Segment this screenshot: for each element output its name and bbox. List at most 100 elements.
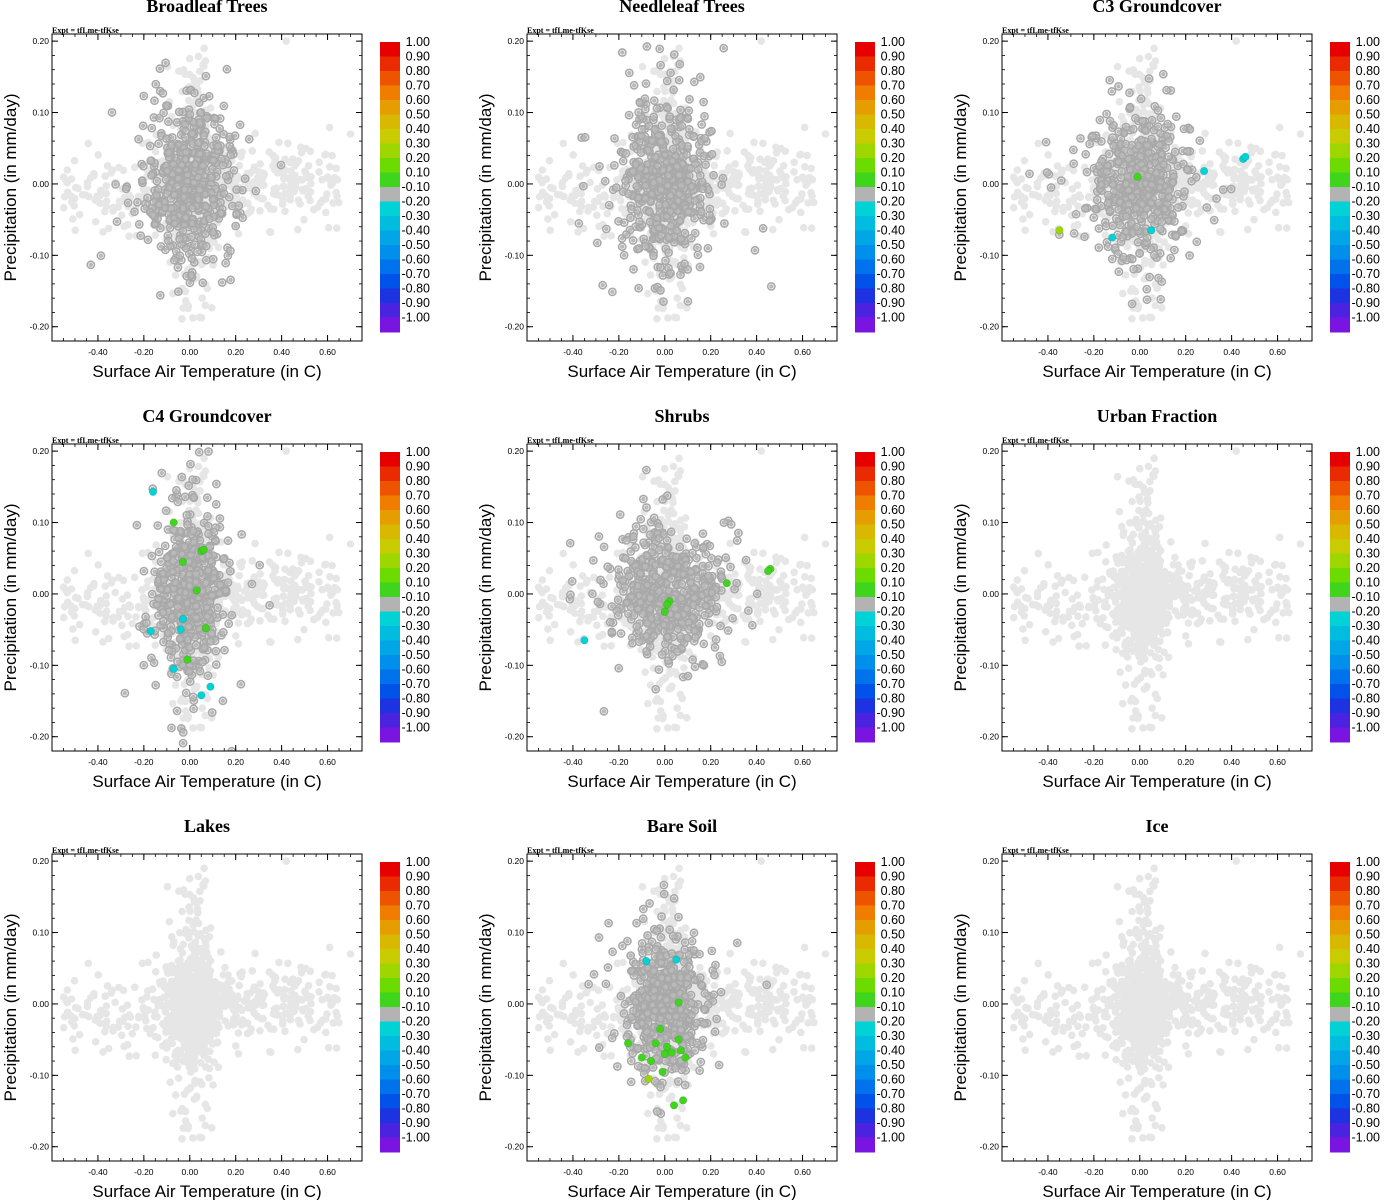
data-point xyxy=(326,163,334,171)
data-point xyxy=(633,172,643,182)
colorbar-label: -0.40 xyxy=(402,224,431,238)
data-point xyxy=(667,114,672,119)
data-point xyxy=(63,166,72,174)
data-point xyxy=(154,193,159,198)
data-point xyxy=(671,87,676,93)
data-point xyxy=(162,166,172,176)
data-point xyxy=(610,289,615,295)
data-point xyxy=(231,168,237,173)
data-point xyxy=(134,134,143,144)
data-point xyxy=(675,113,685,123)
data-point xyxy=(666,191,675,200)
data-point xyxy=(183,170,193,180)
data-point xyxy=(197,100,202,105)
data-point xyxy=(666,124,676,134)
data-point xyxy=(699,97,708,107)
colorbar-bin xyxy=(380,158,400,173)
data-point xyxy=(592,238,602,248)
data-point xyxy=(677,173,682,178)
data-point xyxy=(201,241,211,251)
data-point xyxy=(194,52,203,61)
data-point xyxy=(181,195,187,200)
data-point xyxy=(668,126,674,131)
data-point xyxy=(147,170,156,180)
data-point xyxy=(720,176,726,181)
data-point xyxy=(755,165,764,174)
data-point xyxy=(181,213,190,222)
data-point xyxy=(193,85,202,93)
expt-label: Expt = tfLme-tfKse xyxy=(527,26,594,35)
data-point xyxy=(163,117,173,127)
data-point xyxy=(201,71,211,81)
data-point xyxy=(199,60,207,69)
data-point xyxy=(212,122,217,127)
data-point xyxy=(195,313,204,322)
data-point xyxy=(535,192,544,201)
data-point xyxy=(269,162,277,170)
data-point xyxy=(676,280,685,289)
colorbar-bin xyxy=(380,245,400,260)
data-point xyxy=(798,190,806,198)
data-point xyxy=(732,194,740,203)
data-point xyxy=(160,91,166,96)
colorbar-label: -0.30 xyxy=(402,209,431,223)
data-point xyxy=(666,250,671,255)
data-point xyxy=(240,174,250,183)
data-point xyxy=(291,171,299,180)
data-point xyxy=(688,166,693,171)
data-point xyxy=(107,169,115,177)
colorbar-bin xyxy=(380,274,400,289)
colorbar-label: -0.40 xyxy=(877,224,906,238)
data-point xyxy=(220,185,225,191)
data-point xyxy=(630,135,635,140)
x-axis-label: Surface Air Temperature (in C) xyxy=(92,362,321,381)
data-point xyxy=(275,138,283,147)
colorbar-bin xyxy=(380,42,400,57)
data-point xyxy=(193,172,203,182)
data-point xyxy=(656,60,665,70)
data-point xyxy=(197,187,203,193)
data-point xyxy=(641,258,649,267)
data-point xyxy=(203,73,209,79)
data-point xyxy=(683,207,693,217)
data-point xyxy=(610,133,619,143)
data-point xyxy=(692,79,697,85)
data-point xyxy=(687,97,692,102)
data-point xyxy=(226,150,236,160)
data-point xyxy=(700,111,709,121)
data-point xyxy=(643,196,648,201)
data-point xyxy=(209,190,214,195)
y-tick-label: -0.20 xyxy=(30,322,50,332)
data-point xyxy=(198,278,208,288)
data-point xyxy=(705,210,715,220)
data-point xyxy=(685,209,691,214)
data-point xyxy=(192,90,197,96)
data-point xyxy=(109,110,115,115)
data-point xyxy=(664,214,670,219)
data-point xyxy=(627,70,632,76)
data-point xyxy=(559,139,568,148)
data-point xyxy=(229,165,239,175)
data-point xyxy=(643,244,648,249)
data-point xyxy=(614,216,623,226)
data-point xyxy=(142,206,147,211)
data-point xyxy=(772,143,780,152)
data-point xyxy=(593,211,601,220)
data-point xyxy=(299,187,307,195)
data-point xyxy=(645,147,651,153)
data-point xyxy=(649,96,659,105)
data-point xyxy=(655,163,660,168)
data-point xyxy=(192,242,197,247)
data-point xyxy=(636,148,646,157)
data-point xyxy=(673,133,678,139)
data-point xyxy=(618,187,628,197)
data-point xyxy=(719,182,724,187)
data-point xyxy=(646,271,655,279)
data-point xyxy=(161,101,171,110)
data-point xyxy=(631,267,636,272)
data-point xyxy=(165,168,170,174)
data-point xyxy=(204,91,214,101)
data-point xyxy=(668,70,673,76)
data-point xyxy=(574,228,582,236)
data-point xyxy=(600,176,610,186)
